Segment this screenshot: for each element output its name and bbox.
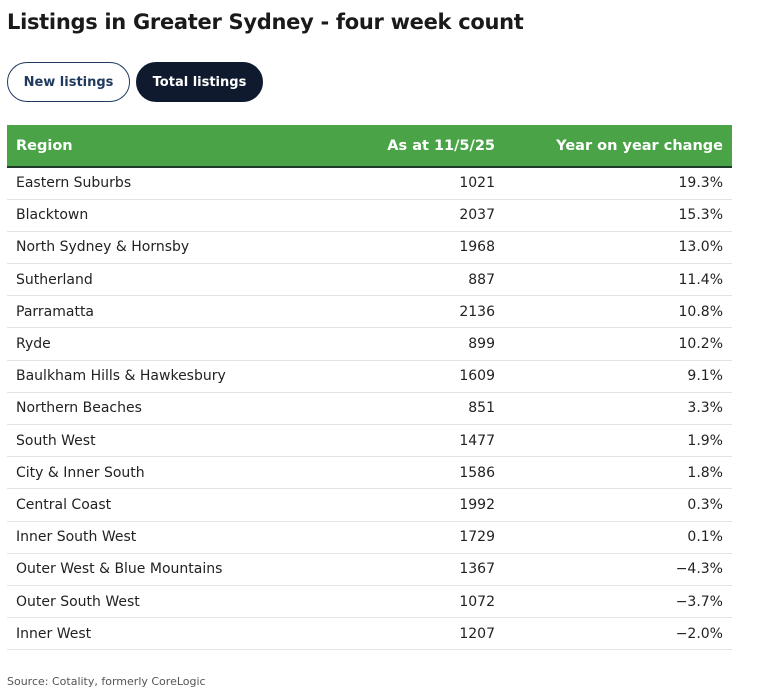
table-row: Inner South West 1729 0.1%	[7, 521, 732, 554]
table-row: Eastern Suburbs 1021 19.3%	[7, 167, 732, 200]
table-body: Eastern Suburbs 1021 19.3% Blacktown 2037 15.…	[7, 167, 732, 650]
region-cell: City & Inner South	[16, 464, 145, 481]
count-cell: 1729	[459, 529, 495, 546]
region-cell: Ryde	[16, 336, 51, 353]
table-row: Blacktown 2037 15.3%	[7, 199, 732, 232]
table-row: Ryde 899 10.2%	[7, 328, 732, 361]
region-cell: Eastern Suburbs	[16, 175, 132, 192]
count-cell: 899	[468, 336, 495, 353]
count-cell: 1609	[459, 368, 495, 385]
region-cell: Inner South West	[16, 529, 137, 546]
table-row: Parramatta 2136 10.8%	[7, 296, 732, 328]
count-cell: 1072	[459, 593, 495, 610]
count-cell: 2136	[459, 303, 495, 320]
table-row: Outer South West 1072 −3.7%	[7, 585, 732, 618]
column-header-change: Year on year change	[556, 137, 723, 154]
change-cell: 3.3%	[687, 400, 723, 417]
table-row: Baulkham Hills & Hawkesbury 1609 9.1%	[7, 360, 732, 393]
change-cell: 11.4%	[678, 271, 723, 288]
region-cell: Northern Beaches	[16, 400, 142, 417]
region-cell: Blacktown	[16, 207, 89, 224]
table-row: Sutherland 887 11.4%	[7, 264, 732, 296]
count-cell: 1477	[459, 432, 495, 449]
change-cell: 1.8%	[687, 464, 723, 481]
table-row: North Sydney & Hornsby 1968 13.0%	[7, 231, 732, 264]
change-cell: 1.9%	[687, 432, 723, 449]
region-cell: Sutherland	[16, 271, 93, 288]
column-header-region: Region	[16, 137, 73, 154]
region-cell: Inner West	[16, 625, 92, 642]
table-row: Northern Beaches 851 3.3%	[7, 392, 732, 425]
change-cell: −4.3%	[675, 561, 723, 578]
header-row: Region As at 11/5/25 Year on year change	[7, 125, 732, 167]
column-header-count: As at 11/5/25	[387, 137, 495, 154]
region-cell: Central Coast	[16, 496, 112, 513]
count-cell: 1968	[459, 239, 495, 256]
count-cell: 1367	[459, 561, 495, 578]
count-cell: 1207	[459, 625, 495, 642]
change-cell: −3.7%	[675, 593, 723, 610]
count-cell: 887	[468, 271, 495, 288]
table-row: City & Inner South 1586 1.8%	[7, 457, 732, 489]
tab-new-listings[interactable]: New listings	[7, 62, 130, 102]
table-row: South West 1477 1.9%	[7, 425, 732, 457]
table-row: Central Coast 1992 0.3%	[7, 489, 732, 522]
chart-title: Listings in Greater Sydney - four week c…	[7, 10, 524, 34]
count-cell: 2037	[459, 207, 495, 224]
region-cell: Outer West & Blue Mountains	[16, 561, 223, 578]
count-cell: 851	[468, 400, 495, 417]
change-cell: −2.0%	[675, 625, 723, 642]
table-row: Inner West 1207 −2.0%	[7, 618, 732, 650]
table-header: Region As at 11/5/25 Year on year change	[7, 125, 732, 167]
change-cell: 13.0%	[678, 239, 723, 256]
tab-group: New listings Total listings	[7, 62, 263, 102]
listings-table: Region As at 11/5/25 Year on year change…	[7, 125, 732, 650]
change-cell: 19.3%	[678, 175, 723, 192]
region-cell: Parramatta	[16, 303, 95, 320]
count-cell: 1586	[459, 464, 495, 481]
change-cell: 10.8%	[678, 303, 723, 320]
source-note: Source: Cotality, formerly CoreLogic	[7, 675, 206, 688]
table-row: Outer West & Blue Mountains 1367 −4.3%	[7, 553, 732, 586]
change-cell: 9.1%	[687, 368, 723, 385]
change-cell: 0.3%	[687, 496, 723, 513]
region-cell: Baulkham Hills & Hawkesbury	[16, 368, 226, 385]
tab-total-listings[interactable]: Total listings	[136, 62, 263, 102]
change-cell: 10.2%	[678, 336, 723, 353]
region-cell: South West	[16, 432, 96, 449]
region-cell: North Sydney & Hornsby	[16, 239, 190, 256]
count-cell: 1992	[459, 496, 495, 513]
change-cell: 0.1%	[687, 529, 723, 546]
count-cell: 1021	[459, 175, 495, 192]
change-cell: 15.3%	[678, 207, 723, 224]
region-cell: Outer South West	[16, 593, 140, 610]
